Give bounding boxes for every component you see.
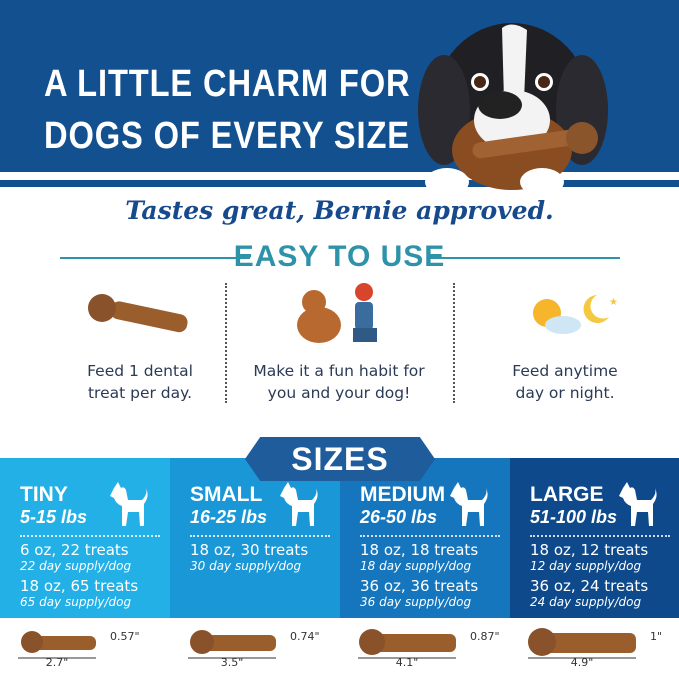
- headline-line-1: A LITTLE CHARM FOR: [44, 63, 411, 105]
- feature-text-line: Make it a fun habit for: [253, 362, 425, 380]
- treat-length: 2.7": [45, 656, 69, 669]
- dog-silhouette-icon: [106, 480, 148, 532]
- dotted-divider: [360, 535, 500, 537]
- size-weight: 5-15 lbs: [20, 507, 88, 527]
- supply-duration: 36 day supply/dog: [360, 595, 472, 609]
- supply-duration: 12 day supply/dog: [530, 559, 642, 573]
- treat-dimensions-tiny: 0.57" 2.7": [0, 620, 170, 673]
- size-panel-medium: MEDIUM 26-50 lbs 18 oz, 18 treats 18 day su…: [340, 458, 510, 618]
- supply-duration: 30 day supply/dog: [190, 559, 302, 573]
- treat-dimensions-large: 1" 4.9": [510, 620, 679, 673]
- treat-dimensions-small: 0.74" 3.5": [170, 620, 340, 673]
- dental-treat-icon: [528, 628, 636, 659]
- supply-duration: 24 day supply/dog: [530, 595, 642, 609]
- pack-size: 18 oz, 12 treats: [530, 541, 649, 559]
- treat-dimensions-medium: 0.87" 4.1": [340, 620, 510, 673]
- dental-treat-icon: [358, 629, 456, 659]
- dotted-divider: [453, 283, 455, 403]
- svg-text:★: ★: [609, 297, 618, 308]
- sun-moon-icon: ★: [455, 280, 675, 350]
- pack-size: 6 oz, 22 treats: [20, 541, 129, 559]
- tagline: Tastes great, Bernie approved.: [125, 196, 554, 225]
- headline-line-2: DOGS OF EVERY SIZE: [44, 115, 410, 157]
- size-name: TINY: [20, 483, 68, 506]
- dog-silhouette-icon: [276, 480, 318, 532]
- treat-height: 1": [650, 630, 663, 643]
- feature-text-line: day or night.: [515, 384, 615, 402]
- size-panel-small: SMALL 16-25 lbs 18 oz, 30 treats 30 day sup…: [170, 458, 340, 618]
- feature-fun-habit: Make it a fun habit for you and your dog!: [229, 280, 449, 404]
- treat-height: 0.87": [470, 630, 500, 643]
- feature-anytime: ★ Feed anytime day or night.: [455, 280, 675, 404]
- feature-text-line: you and your dog!: [267, 384, 411, 402]
- dotted-divider: [20, 535, 160, 537]
- feature-daily-treat: Feed 1 dental treat per day.: [30, 280, 250, 404]
- divider-right: [430, 257, 620, 259]
- size-panel-large: LARGE 51-100 lbs 18 oz, 12 treats 12 day su…: [510, 458, 679, 618]
- sizes-banner: SIZES: [245, 437, 435, 481]
- treat-length: 4.9": [570, 656, 594, 669]
- dotted-divider: [190, 535, 330, 537]
- dotted-divider: [225, 283, 227, 403]
- treat-length: 4.1": [395, 656, 419, 669]
- size-name: SMALL: [190, 483, 263, 506]
- feature-text-line: treat per day.: [87, 384, 193, 402]
- feature-text-line: Feed anytime: [512, 362, 618, 380]
- dog-high-five-icon: [229, 280, 449, 350]
- supply-duration: 18 day supply/dog: [360, 559, 472, 573]
- size-weight: 26-50 lbs: [360, 507, 438, 527]
- size-weight: 51-100 lbs: [530, 507, 618, 527]
- divider-left: [60, 257, 250, 259]
- dog-silhouette-icon: [615, 480, 657, 532]
- size-name: MEDIUM: [360, 483, 446, 506]
- pack-size: 18 oz, 65 treats: [20, 577, 139, 595]
- pack-size: 36 oz, 24 treats: [530, 577, 649, 595]
- dotted-divider: [530, 535, 670, 537]
- size-panel-tiny: TINY 5-15 lbs 6 oz, 22 treats 22 day supply…: [0, 458, 170, 618]
- feature-text-line: Feed 1 dental: [87, 362, 193, 380]
- easy-to-use-heading: EASY TO USE: [233, 240, 446, 273]
- dog-silhouette-icon: [446, 480, 488, 532]
- dental-treat-icon: [30, 280, 250, 350]
- dental-treat-icon: [188, 630, 276, 659]
- pack-size: 18 oz, 18 treats: [360, 541, 479, 559]
- headline: A LITTLE CHARM FOR DOGS OF EVERY SIZE: [44, 58, 410, 162]
- header-stripe: [0, 180, 679, 187]
- dental-treat-icon: [18, 631, 96, 659]
- treat-height: 0.74": [290, 630, 320, 643]
- supply-duration: 22 day supply/dog: [20, 559, 132, 573]
- size-name: LARGE: [530, 483, 604, 506]
- size-weight: 16-25 lbs: [190, 507, 268, 527]
- treat-height: 0.57": [110, 630, 140, 643]
- treat-length: 3.5": [220, 656, 244, 669]
- pack-size: 36 oz, 36 treats: [360, 577, 479, 595]
- bernese-dog-illustration: [418, 23, 608, 195]
- pack-size: 18 oz, 30 treats: [190, 541, 309, 559]
- supply-duration: 65 day supply/dog: [20, 595, 132, 609]
